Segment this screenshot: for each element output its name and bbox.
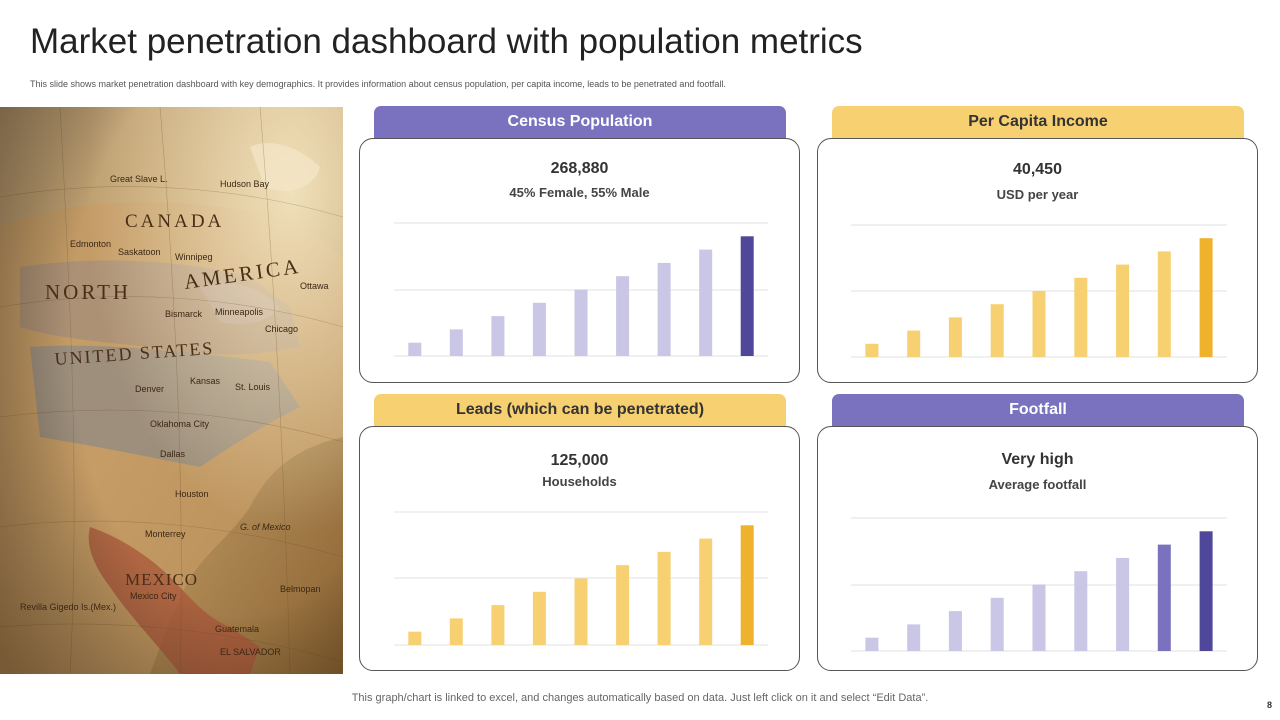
chart-bar xyxy=(1074,571,1088,651)
chart-bar xyxy=(1074,277,1088,357)
per-capita-income-header: Per Capita Income xyxy=(832,106,1244,138)
map-label: St. Louis xyxy=(235,382,271,392)
chart-bar xyxy=(699,538,713,645)
chart-bar xyxy=(1116,264,1130,357)
chart-bar xyxy=(491,605,505,645)
chart-bar xyxy=(1032,584,1046,651)
map-label: Guatemala xyxy=(215,624,259,634)
leads-header: Leads (which can be penetrated) xyxy=(374,394,786,426)
chart-bar xyxy=(990,597,1004,651)
footnote: This graph/chart is linked to excel, and… xyxy=(351,692,929,704)
chart-bar xyxy=(1199,531,1213,651)
chart-bar xyxy=(449,618,463,645)
chart-bar xyxy=(990,304,1004,357)
chart-bar xyxy=(491,316,505,356)
per-capita-income-chart xyxy=(851,224,1227,358)
chart-bar xyxy=(1157,251,1171,357)
map-label: Mexico City xyxy=(130,591,177,601)
map-label: Winnipeg xyxy=(175,252,213,262)
map-label: Bismarck xyxy=(165,309,203,319)
chart-bar xyxy=(532,591,546,645)
census-population-header: Census Population xyxy=(374,106,786,138)
chart-bar xyxy=(1157,544,1171,651)
chart-bar xyxy=(616,565,630,645)
chart-bar xyxy=(449,329,463,356)
chart-bar xyxy=(657,262,671,356)
map-label: G. of Mexico xyxy=(240,522,291,532)
map-label: Dallas xyxy=(160,449,186,459)
map-label: Belmopan xyxy=(280,584,321,594)
footfall-value: Very high xyxy=(1001,451,1074,468)
footfall-card: Very high Average footfall xyxy=(817,426,1258,671)
census-population-card: 268,880 45% Female, 55% Male xyxy=(359,138,800,383)
slide-title: Market penetration dashboard with popula… xyxy=(30,22,863,61)
chart-bar xyxy=(408,631,422,645)
chart-bar xyxy=(865,343,879,357)
chart-bar xyxy=(740,525,754,645)
page-number: 8 xyxy=(1266,700,1272,710)
footfall-header: Footfall xyxy=(832,394,1244,426)
chart-bar xyxy=(907,330,921,357)
chart-bar xyxy=(740,236,754,356)
census-population-value: 268,880 xyxy=(550,160,609,177)
map-label: Chicago xyxy=(265,324,298,334)
map-label: Ottawa xyxy=(300,281,329,291)
chart-bar xyxy=(1032,291,1046,357)
map-label: Minneapolis xyxy=(215,307,264,317)
map-label: Edmonton xyxy=(70,239,111,249)
chart-bar xyxy=(657,551,671,645)
map-label: Oklahoma City xyxy=(150,419,210,429)
map-label: NORTH xyxy=(45,280,131,304)
chart-bar xyxy=(574,289,588,356)
leads-chart xyxy=(394,511,768,646)
map-label: Houston xyxy=(175,489,209,499)
census-population-chart xyxy=(394,222,768,357)
map-label: EL SALVADOR xyxy=(220,647,281,657)
chart-bar xyxy=(699,249,713,356)
chart-bar xyxy=(907,624,921,651)
per-capita-income-caption: USD per year xyxy=(996,187,1079,202)
chart-bar xyxy=(1116,557,1130,651)
map-label: CANADA xyxy=(125,211,224,232)
map-label: Great Slave L. xyxy=(110,174,168,184)
chart-bar xyxy=(865,637,879,651)
slide-subtitle: This slide shows market penetration dash… xyxy=(30,79,726,89)
footfall-caption: Average footfall xyxy=(988,477,1087,492)
chart-bar xyxy=(616,276,630,356)
globe-map-illustration: CANADA NORTH AMERICA UNITED STATES MEXIC… xyxy=(0,107,343,674)
map-label: Hudson Bay xyxy=(220,179,270,189)
census-population-caption: 45% Female, 55% Male xyxy=(509,185,650,200)
globe-map-image: CANADA NORTH AMERICA UNITED STATES MEXIC… xyxy=(0,107,343,674)
chart-bar xyxy=(408,342,422,356)
chart-bar xyxy=(948,317,962,357)
map-label: Saskatoon xyxy=(118,247,161,257)
leads-caption: Households xyxy=(542,474,617,489)
chart-bar xyxy=(532,302,546,356)
leads-value: 125,000 xyxy=(550,452,609,469)
leads-card: 125,000 Households xyxy=(359,426,800,671)
map-label: Kansas xyxy=(190,376,221,386)
chart-bar xyxy=(1199,238,1213,357)
per-capita-income-value: 40,450 xyxy=(1013,161,1062,178)
map-label: Monterrey xyxy=(145,529,186,539)
per-capita-income-card: 40,450 USD per year xyxy=(817,138,1258,383)
map-label: Denver xyxy=(135,384,164,394)
chart-bar xyxy=(948,611,962,651)
map-label: Revilla Gigedo Is.(Mex.) xyxy=(20,602,116,612)
chart-bar xyxy=(574,578,588,645)
map-label: MEXICO xyxy=(125,570,198,589)
footfall-chart xyxy=(851,517,1227,652)
